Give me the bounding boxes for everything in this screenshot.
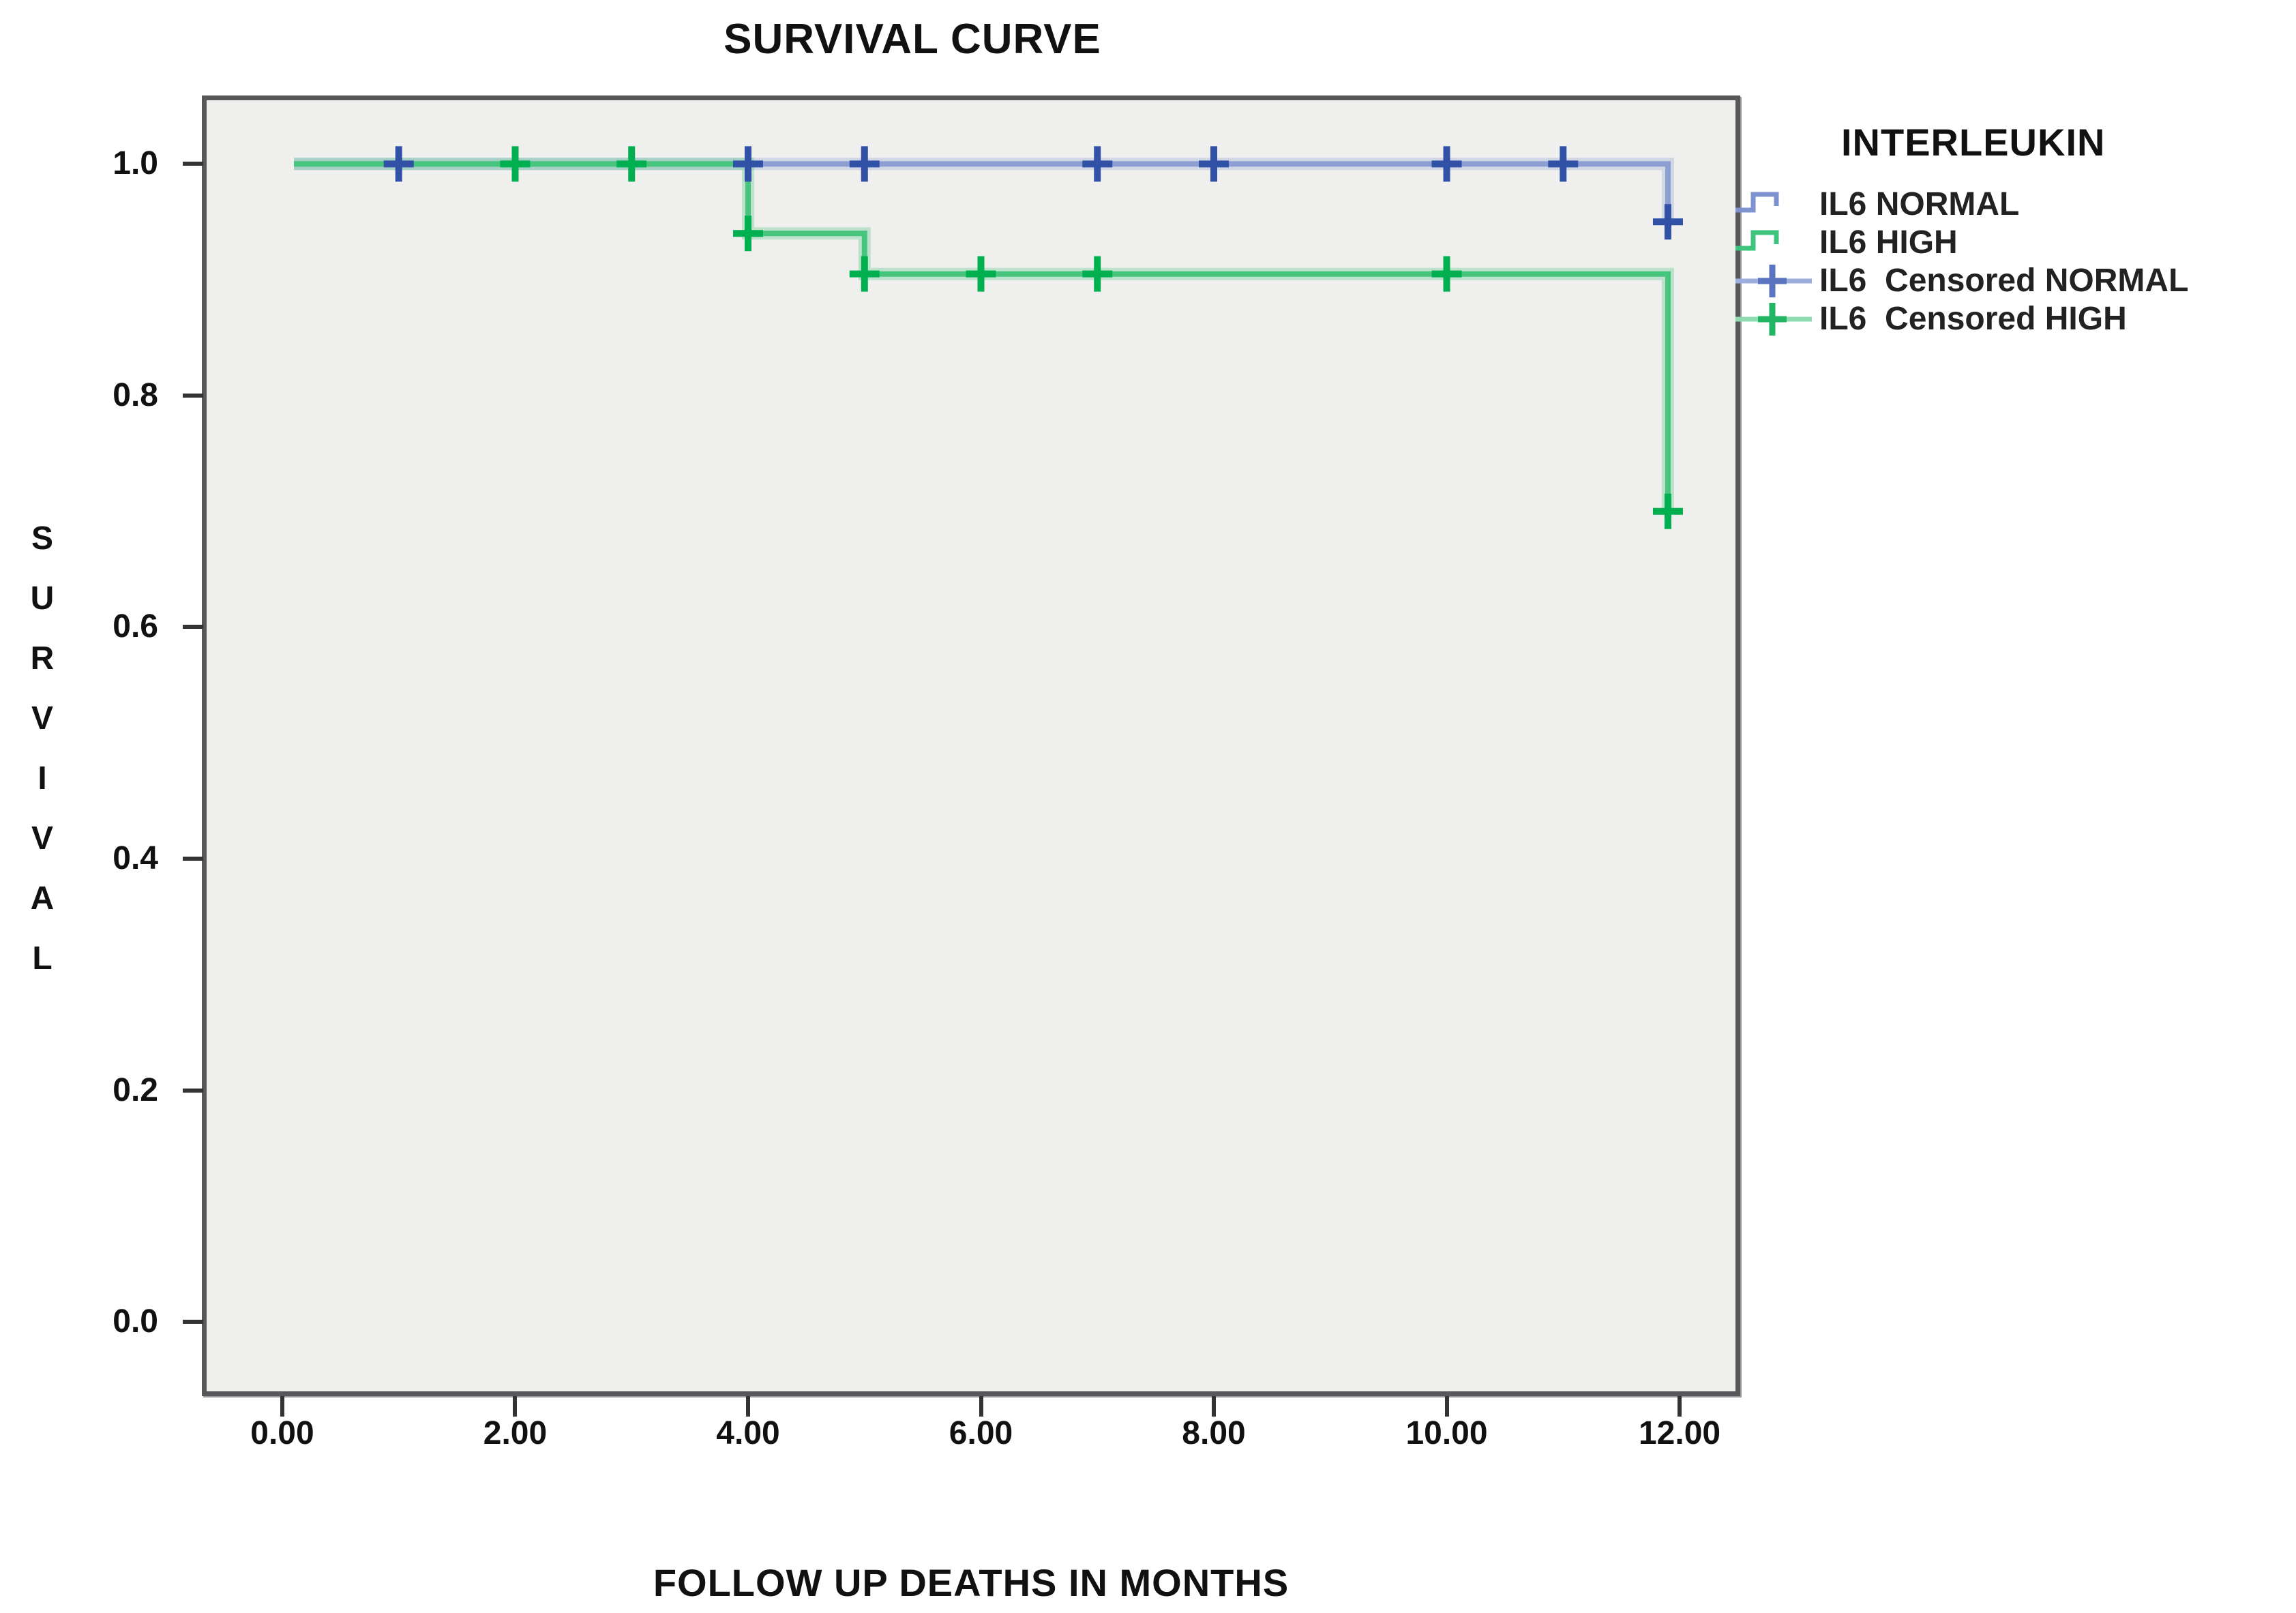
series-halo-1 [294, 158, 1674, 512]
y-axis-title-letter: R [30, 640, 55, 677]
plot-area [202, 95, 1740, 1396]
legend-step-line-icon [1735, 230, 1779, 251]
censored-marker-icon [849, 256, 880, 292]
censored-marker-icon [1652, 204, 1683, 240]
y-tick-label: 0.2 [113, 1071, 158, 1108]
x-tick-label: 8.00 [1182, 1415, 1246, 1451]
y-tick-mark [183, 162, 203, 166]
x-tick-label: 2.00 [483, 1415, 548, 1451]
legend-censored-plus-icon [1735, 303, 1812, 336]
survival-curves-plot [294, 146, 1683, 529]
censored-marker-icon [1199, 146, 1229, 182]
x-tick-mark [1678, 1396, 1682, 1417]
legend-label: IL6 HIGH [1819, 224, 1958, 261]
censored-marker-icon [1431, 146, 1462, 182]
censored-marker-icon [733, 216, 764, 252]
x-tick-label: 10.00 [1405, 1415, 1488, 1451]
censored-marker-icon [966, 256, 996, 292]
x-tick-mark [746, 1396, 750, 1417]
x-tick-mark [1212, 1396, 1217, 1417]
legend-censored-plus-icon [1735, 265, 1812, 297]
y-tick-mark [183, 1320, 203, 1325]
censored-marker-icon [849, 146, 880, 182]
y-axis-title-letter: U [30, 580, 55, 617]
censored-marker-icon [1652, 493, 1683, 529]
y-tick-label: 0.6 [113, 608, 158, 645]
x-axis-title: FOLLOW UP DEATHS IN MONTHS [653, 1561, 1289, 1604]
x-tick-label: 12.00 [1638, 1415, 1721, 1451]
y-tick-mark [183, 625, 203, 630]
censored-marker-icon [1082, 256, 1113, 292]
y-axis-title-letter: I [38, 760, 47, 797]
chart-title: SURVIVAL CURVE [724, 16, 1101, 63]
y-axis-title-letter: A [30, 881, 55, 917]
series-halo-0 [294, 158, 1674, 222]
x-tick-label: 6.00 [949, 1415, 1013, 1451]
legend-label: IL6 Censored NORMAL [1819, 263, 2189, 299]
legend-label: IL6 NORMAL [1819, 186, 2020, 222]
x-tick-label: 4.00 [716, 1415, 780, 1451]
y-tick-mark [183, 857, 203, 861]
y-axis-title-letter: V [31, 700, 53, 737]
x-tick-mark [1444, 1396, 1449, 1417]
y-tick-label: 0.8 [113, 376, 158, 413]
censored-marker-icon [616, 146, 647, 182]
y-axis-title-letter: S [31, 520, 53, 557]
x-tick-mark [280, 1396, 284, 1417]
x-tick-mark [979, 1396, 983, 1417]
y-tick-label: 0.4 [113, 840, 158, 877]
censored-marker-icon [383, 146, 414, 182]
y-axis-title-letter: L [32, 941, 53, 977]
legend-title: INTERLEUKIN [1841, 121, 2106, 164]
x-tick-mark [513, 1396, 518, 1417]
y-tick-label: 0.0 [113, 1303, 158, 1340]
series-line-1 [294, 161, 1671, 512]
y-tick-mark [183, 1088, 203, 1093]
censored-marker-icon [500, 146, 531, 182]
x-tick-label: 0.00 [250, 1415, 314, 1451]
y-axis-title-letter: V [31, 820, 53, 857]
legend-step-line-icon [1735, 192, 1779, 213]
censored-marker-icon [1082, 146, 1113, 182]
series-line-0 [294, 161, 1671, 222]
censored-marker-icon [1431, 256, 1462, 292]
y-tick-label: 1.0 [113, 145, 158, 182]
censored-marker-icon [1548, 146, 1579, 182]
legend-label: IL6 Censored HIGH [1819, 301, 2127, 337]
y-tick-mark [183, 393, 203, 398]
censored-marker-icon [733, 146, 764, 182]
